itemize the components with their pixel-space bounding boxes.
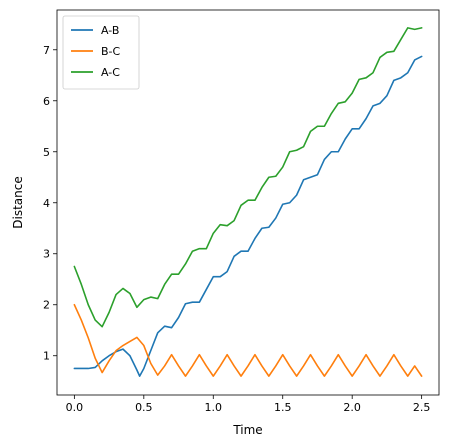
- x-tick-label: 1.5: [274, 401, 292, 414]
- series-line-b-c: [73, 303, 423, 377]
- y-tick-label: 1: [43, 350, 50, 363]
- y-tick-label: 2: [43, 299, 50, 312]
- x-tick-label: 0.0: [66, 401, 84, 414]
- y-tick-label: 7: [43, 44, 50, 57]
- x-tick-label: 1.0: [205, 401, 223, 414]
- y-tick-label: 5: [43, 146, 50, 159]
- legend-label-a-c: A-C: [101, 66, 120, 79]
- legend-box: [62, 15, 140, 90]
- y-axis-label: Distance: [11, 176, 25, 228]
- y-tick-label: 3: [43, 248, 50, 261]
- series-line-a-c: [73, 27, 423, 328]
- axes-layer: 0.0 0.5 1.0 1.5 2.0 2.5 1 2 3 4 5 6 7: [43, 9, 440, 414]
- legend: A-B B-C A-C: [62, 15, 140, 90]
- legend-label-b-c: B-C: [101, 45, 121, 58]
- legend-label-a-b: A-B: [101, 24, 119, 37]
- y-tick-label: 4: [43, 197, 50, 210]
- x-tick-label: 2.5: [413, 401, 431, 414]
- x-tick-label: 2.0: [343, 401, 361, 414]
- x-axis-label: Time: [232, 423, 262, 437]
- series-line-a-b: [73, 55, 423, 377]
- y-tick-label: 6: [43, 95, 50, 108]
- series-layer: [73, 27, 423, 377]
- x-tick-label: 0.5: [135, 401, 153, 414]
